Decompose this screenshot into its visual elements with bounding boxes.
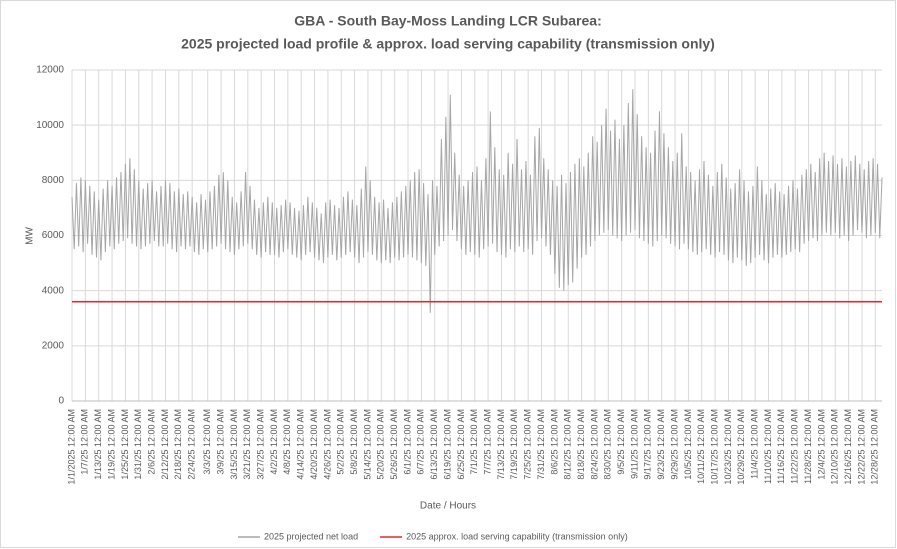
x-tick-label: 6/13/25 12:00 AM bbox=[429, 409, 439, 480]
x-tick-label: 7/25/25 12:00 AM bbox=[523, 409, 533, 480]
x-tick-label: 1/13/25 12:00 AM bbox=[93, 409, 103, 480]
x-tick-label: 5/26/25 12:00 AM bbox=[389, 409, 399, 480]
x-tick-label: 3/27/25 12:00 AM bbox=[256, 409, 266, 480]
x-tick-label: 12/10/25 12:00 AM bbox=[830, 409, 840, 485]
y-tick-label: 8000 bbox=[42, 175, 65, 186]
y-tick-label: 4000 bbox=[42, 285, 65, 296]
x-tick-label: 9/17/25 12:00 AM bbox=[643, 409, 653, 480]
y-tick-label: 6000 bbox=[42, 230, 65, 241]
y-tick-label: 12000 bbox=[36, 65, 64, 76]
x-tick-label: 10/23/25 12:00 AM bbox=[723, 409, 733, 485]
x-tick-label: 6/1/25 12:00 AM bbox=[402, 409, 412, 475]
x-tick-label: 6/19/25 12:00 AM bbox=[442, 409, 452, 480]
x-tick-label: 5/2/25 12:00 AM bbox=[336, 409, 346, 475]
x-tick-label: 10/17/25 12:00 AM bbox=[709, 409, 719, 485]
x-tick-label: 8/6/25 12:00 AM bbox=[549, 409, 559, 475]
x-tick-label: 7/1/25 12:00 AM bbox=[469, 409, 479, 475]
x-tick-label: 4/20/25 12:00 AM bbox=[309, 409, 319, 480]
x-tick-label: 7/7/25 12:00 AM bbox=[483, 409, 493, 475]
x-tick-label: 12/28/25 12:00 AM bbox=[870, 409, 880, 485]
x-tick-label: 3/15/25 12:00 AM bbox=[229, 409, 239, 480]
x-tick-label: 1/31/25 12:00 AM bbox=[133, 409, 143, 480]
x-tick-label: 8/24/25 12:00 AM bbox=[589, 409, 599, 480]
chart-title: GBA - South Bay-Moss Landing LCR Subarea… bbox=[294, 13, 602, 29]
x-tick-label: 4/14/25 12:00 AM bbox=[296, 409, 306, 480]
x-tick-label: 5/20/25 12:00 AM bbox=[376, 409, 386, 480]
line-series bbox=[71, 89, 883, 313]
x-tick-label: 2/24/25 12:00 AM bbox=[187, 409, 197, 480]
x-tick-label: 3/3/25 12:00 AM bbox=[202, 409, 212, 475]
x-tick-label: 6/25/25 12:00 AM bbox=[456, 409, 466, 480]
x-tick-label: 2/18/25 12:00 AM bbox=[173, 409, 183, 480]
x-tick-label: 10/5/25 12:00 AM bbox=[683, 409, 693, 480]
x-tick-label: 4/26/25 12:00 AM bbox=[322, 409, 332, 480]
x-tick-label: 1/1/2025 12:00 AM bbox=[66, 409, 76, 485]
x-tick-label: 12/4/25 12:00 AM bbox=[816, 409, 826, 480]
legend-label: 2025 approx. load serving capability (tr… bbox=[406, 531, 628, 541]
x-tick-label: 1/7/25 12:00 AM bbox=[80, 409, 90, 475]
x-tick-label: 8/18/25 12:00 AM bbox=[576, 409, 586, 480]
x-tick-label: 5/14/25 12:00 AM bbox=[362, 409, 372, 480]
x-tick-label: 11/28/25 12:00 AM bbox=[803, 409, 813, 484]
x-tick-label: 5/8/25 12:00 AM bbox=[349, 409, 359, 475]
x-axis-label: Date / Hours bbox=[420, 501, 476, 512]
chart-title: 2025 projected load profile & approx. lo… bbox=[181, 36, 715, 52]
x-tick-label: 1/19/25 12:00 AM bbox=[106, 409, 116, 480]
x-tick-label: 3/9/25 12:00 AM bbox=[215, 409, 225, 475]
x-tick-label: 8/30/25 12:00 AM bbox=[603, 409, 613, 480]
x-tick-label: 4/8/25 12:00 AM bbox=[282, 409, 292, 475]
x-tick-label: 7/19/25 12:00 AM bbox=[509, 409, 519, 480]
x-tick-label: 11/10/25 12:00 AM bbox=[763, 409, 773, 484]
x-tick-label: 11/22/25 12:00 AM bbox=[790, 409, 800, 484]
x-tick-label: 12/16/25 12:00 AM bbox=[843, 409, 853, 485]
x-tick-label: 9/29/25 12:00 AM bbox=[669, 409, 679, 480]
x-tick-label: 10/11/25 12:00 AM bbox=[696, 409, 706, 484]
legend-label: 2025 projected net load bbox=[264, 531, 358, 541]
y-axis-label: MW bbox=[25, 227, 36, 245]
x-tick-label: 1/25/25 12:00 AM bbox=[120, 409, 130, 480]
x-tick-label: 11/4/25 12:00 AM bbox=[750, 409, 760, 479]
x-tick-label: 8/12/25 12:00 AM bbox=[563, 409, 573, 480]
x-tick-label: 7/31/25 12:00 AM bbox=[536, 409, 546, 480]
x-tick-label: 9/11/25 12:00 AM bbox=[629, 409, 639, 479]
x-tick-label: 9/5/25 12:00 AM bbox=[616, 409, 626, 475]
x-tick-label: 6/7/25 12:00 AM bbox=[416, 409, 426, 475]
x-tick-label: 7/13/25 12:00 AM bbox=[496, 409, 506, 480]
y-tick-label: 10000 bbox=[36, 120, 64, 131]
x-tick-label: 3/21/25 12:00 AM bbox=[242, 409, 252, 480]
x-tick-label: 12/22/25 12:00 AM bbox=[856, 409, 866, 485]
x-tick-label: 2/6/25 12:00 AM bbox=[146, 409, 156, 475]
y-tick-label: 0 bbox=[58, 396, 64, 407]
x-tick-label: 10/29/25 12:00 AM bbox=[736, 409, 746, 485]
x-tick-label: 2/12/25 12:00 AM bbox=[160, 409, 170, 480]
y-tick-label: 2000 bbox=[42, 340, 65, 351]
x-tick-label: 9/23/25 12:00 AM bbox=[656, 409, 666, 480]
x-tick-label: 11/16/25 12:00 AM bbox=[776, 409, 786, 484]
x-tick-label: 4/2/25 12:00 AM bbox=[269, 409, 279, 475]
